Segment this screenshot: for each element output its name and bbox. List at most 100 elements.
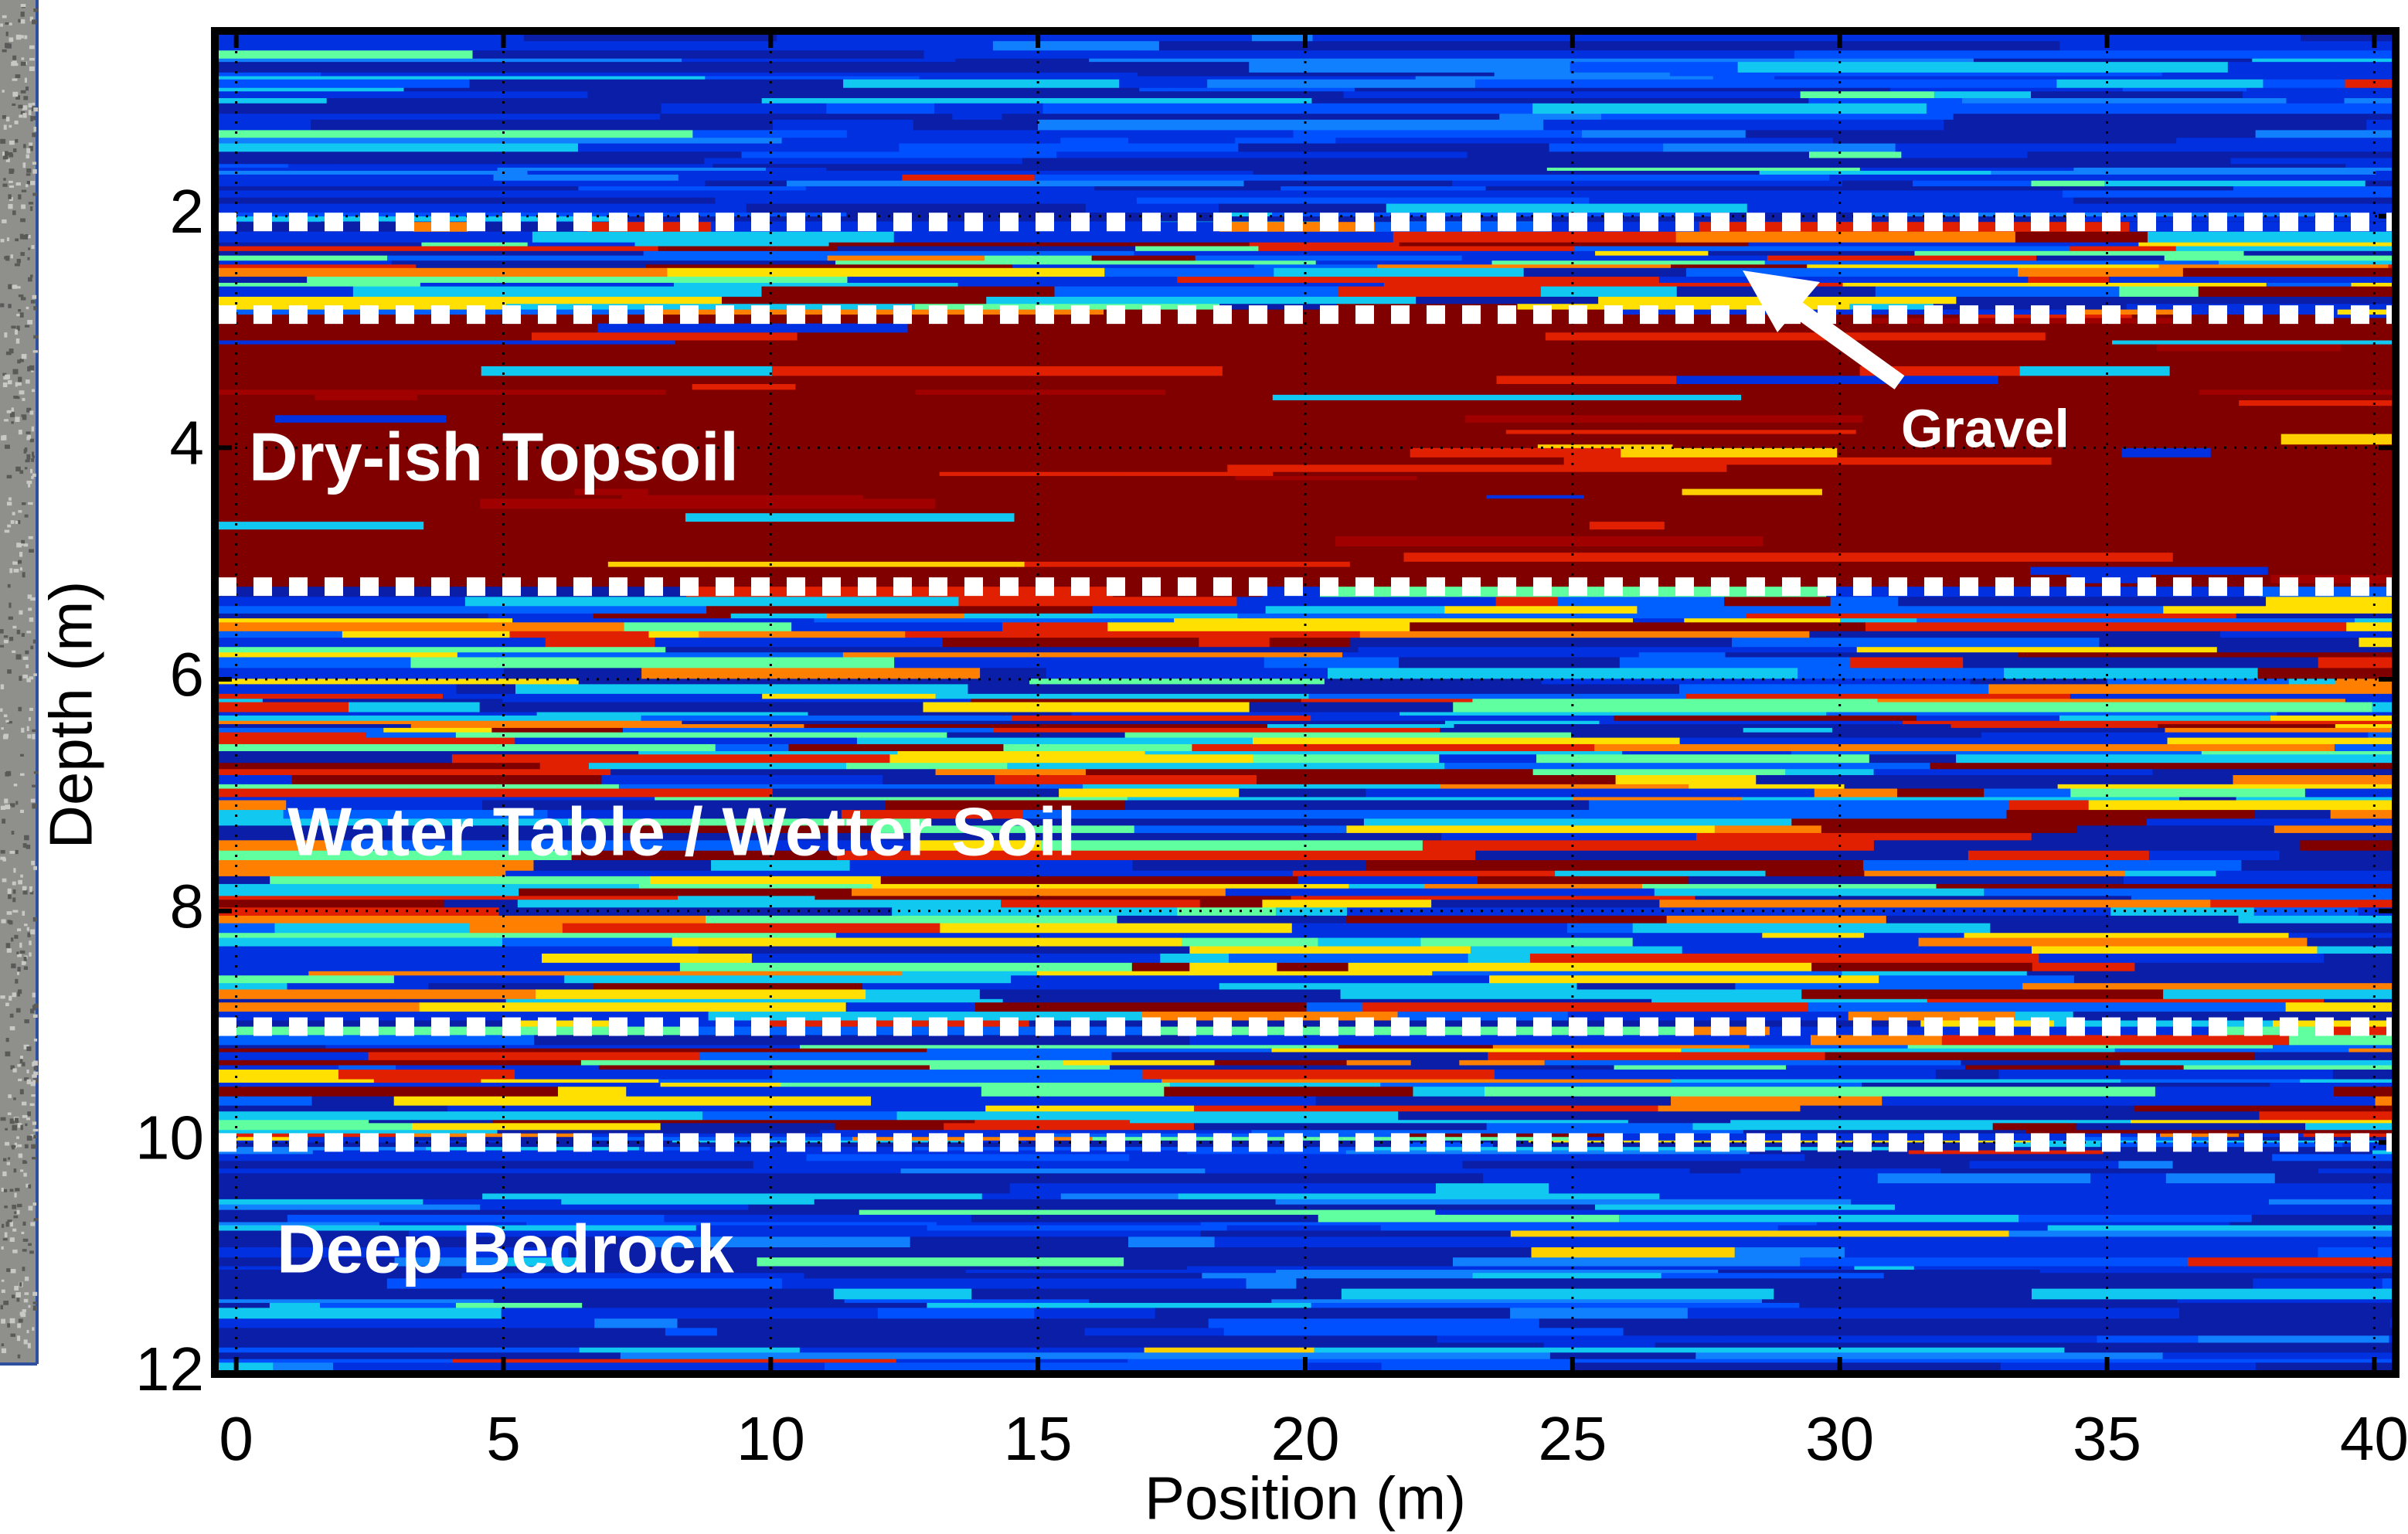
heatmap-cell — [1150, 1173, 1400, 1183]
heatmap-cell — [482, 1193, 982, 1199]
heatmap-cell — [420, 283, 675, 287]
photo-speck — [34, 1066, 38, 1070]
heatmap-cell — [1936, 1070, 1999, 1080]
photo-speck — [21, 297, 26, 300]
heatmap-cell — [1876, 287, 2120, 298]
heatmap-cell — [1170, 91, 1344, 98]
photo-speck — [26, 87, 29, 90]
photo-speck — [4, 635, 8, 638]
heatmap-cell — [1234, 315, 1543, 318]
heatmap-cell — [646, 264, 1013, 268]
heatmap-cell — [1692, 324, 2089, 333]
heatmap-cell — [788, 744, 1003, 752]
heatmap-cell — [1423, 840, 1780, 851]
heatmap-cell — [2301, 151, 2379, 158]
heatmap-cell — [1845, 784, 2059, 789]
photo-speck — [26, 173, 31, 175]
heatmap-cell — [1801, 91, 1935, 98]
photo-speck — [32, 427, 34, 432]
heatmap-cell — [215, 744, 716, 752]
heatmap-cell — [708, 457, 1073, 465]
photo-speck — [22, 57, 25, 60]
annotation: Water Table / Wetter Soil — [287, 793, 1076, 869]
heatmap-cell — [914, 464, 1228, 472]
heatmap-cell — [1944, 120, 2366, 131]
heatmap-cell — [2115, 1049, 2349, 1053]
heatmap-cell — [1366, 788, 1815, 797]
heatmap-cell — [2211, 448, 2396, 458]
heatmap-cell — [372, 508, 640, 513]
heatmap-cell — [1035, 1210, 1436, 1216]
photo-speck — [17, 928, 21, 931]
photo-speck — [2, 219, 6, 223]
heatmap-cell — [1444, 606, 1638, 614]
heatmap-cell — [215, 751, 295, 755]
heatmap-cell — [2070, 788, 2305, 797]
heatmap-cell — [2333, 1070, 2396, 1080]
photo-speck — [5, 1142, 9, 1146]
heatmap-cell — [634, 243, 829, 247]
heatmap-cell — [1288, 567, 1638, 576]
heatmap-cell — [554, 716, 641, 721]
heatmap-cell — [1291, 415, 1466, 423]
heatmap-cell — [1224, 1328, 1624, 1335]
heatmap-cell — [1866, 35, 2301, 42]
heatmap-cell — [982, 1193, 1062, 1199]
heatmap-cell — [2157, 345, 2341, 352]
photo-speck — [3, 1238, 8, 1240]
heatmap-cell — [1086, 769, 1533, 775]
heatmap-cell — [826, 168, 1049, 172]
heatmap-cell — [1396, 324, 1693, 333]
photo-speck — [23, 96, 28, 100]
photo-speck — [4, 640, 9, 643]
heatmap-cell — [1359, 647, 1858, 652]
heatmap-cell — [494, 175, 679, 181]
heatmap-cell — [2274, 1303, 2396, 1308]
photo-speck — [1, 850, 5, 854]
photo-speck — [0, 995, 5, 998]
photo-speck — [3, 1158, 6, 1162]
heatmap-cell — [897, 751, 1145, 755]
photo-speck — [26, 665, 29, 668]
heatmap-cell — [215, 341, 585, 345]
heatmap-cell — [698, 947, 1189, 954]
heatmap-cell — [602, 1335, 957, 1343]
heatmap-cell — [1671, 264, 1808, 268]
photo-speck — [20, 1125, 22, 1130]
photo-speck — [3, 156, 8, 160]
heatmap-cell — [1346, 825, 1715, 833]
heatmap-cell — [1815, 788, 1898, 797]
heatmap-cell — [1750, 1045, 1909, 1049]
photo-speck — [28, 502, 32, 505]
heatmap-cell — [1529, 1035, 1811, 1045]
photo-speck — [4, 419, 9, 421]
photo-speck — [32, 389, 35, 393]
heatmap-cell — [215, 114, 661, 120]
heatmap-cell — [2132, 508, 2396, 513]
heatmap-cell — [699, 631, 905, 638]
heatmap-cell — [1410, 622, 1866, 631]
heatmap-cell — [515, 684, 892, 694]
heatmap-cell — [263, 699, 503, 702]
heatmap-cell — [2027, 971, 2396, 976]
heatmap-cell — [215, 158, 705, 164]
heatmap-cell — [1277, 480, 1557, 489]
heatmap-cell — [795, 384, 999, 390]
heatmap-cell — [1857, 647, 2218, 652]
heatmap-cell — [857, 738, 1253, 745]
photo-speck — [2, 1349, 6, 1353]
photo-speck — [6, 32, 9, 36]
photo-speck — [12, 1125, 17, 1131]
heatmap-cell — [1696, 833, 2032, 841]
heatmap-cell — [2335, 724, 2396, 728]
heatmap-cell — [215, 384, 500, 390]
heatmap-cell — [1321, 175, 1611, 181]
heatmap-cell — [2165, 256, 2396, 261]
heatmap-cell — [1178, 1193, 1660, 1199]
heatmap-cell — [1139, 88, 1355, 92]
heatmap-cell — [2107, 351, 2396, 358]
photo-speck — [31, 799, 36, 803]
heatmap-cell — [1682, 489, 1823, 496]
heatmap-cell — [1110, 1065, 1614, 1070]
heatmap-cell — [1590, 546, 1911, 553]
